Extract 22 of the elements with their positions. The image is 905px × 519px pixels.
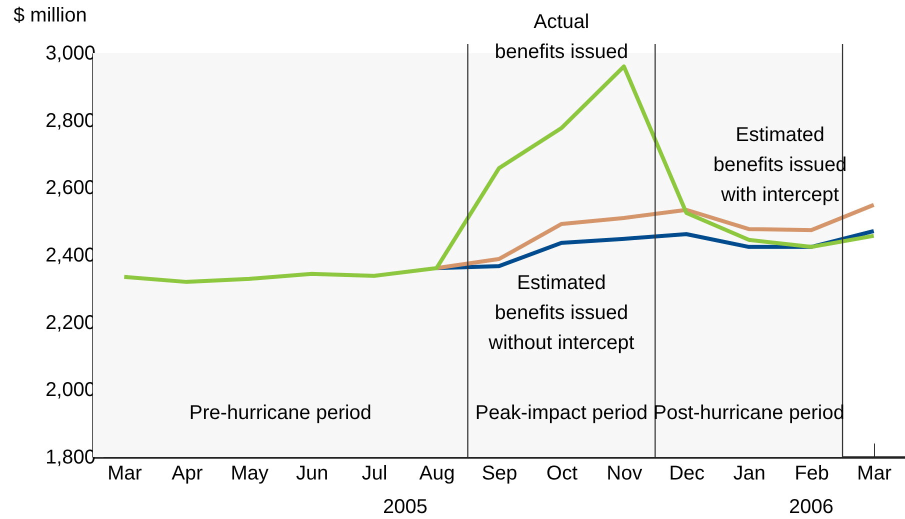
x-tick-label: Feb bbox=[794, 462, 830, 484]
x-tick-label: Oct bbox=[546, 462, 578, 484]
x-tick-label: Jun bbox=[296, 462, 328, 484]
band-label: Peak-impact period bbox=[475, 402, 648, 424]
series-label: Actual benefits issued bbox=[494, 11, 628, 63]
series-label: Estimated benefits issued without intercept bbox=[488, 272, 635, 354]
x-tick-label: Mar bbox=[108, 462, 142, 484]
x-tick-label: Jul bbox=[362, 462, 388, 484]
x-tick-label: May bbox=[230, 462, 269, 484]
x-tick-label: Aug bbox=[419, 462, 455, 484]
band-label: Pre-hurricane period bbox=[189, 402, 372, 424]
text: 2005 bbox=[383, 496, 428, 518]
x-tick-label: Mar bbox=[857, 462, 892, 484]
y-tick-label: 1,800 bbox=[45, 446, 96, 468]
x-tick-label: Jan bbox=[733, 462, 766, 484]
y-tick-label: 3,000 bbox=[45, 42, 96, 64]
y-axis-title: $ million bbox=[14, 4, 87, 26]
x-tick-label: Dec bbox=[669, 462, 705, 484]
text: 2006 bbox=[789, 496, 834, 518]
x-tick-label: Apr bbox=[172, 462, 204, 484]
x-tick-label: Nov bbox=[606, 462, 642, 484]
x-tick-label: Sep bbox=[482, 462, 518, 484]
